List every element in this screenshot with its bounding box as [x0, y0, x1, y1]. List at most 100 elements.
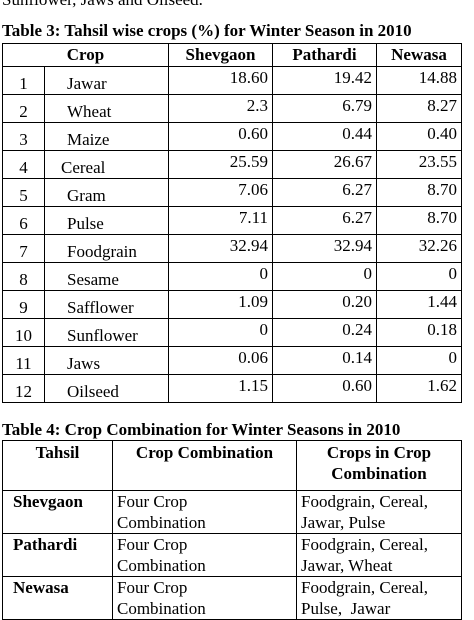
cell: 26.67 [272, 150, 378, 179]
cell: Wheat [43, 94, 170, 123]
cell: 0 [376, 346, 463, 375]
cell: 14.88 [376, 66, 463, 95]
cell: 7.11 [168, 206, 274, 235]
cell-text: Pathardi [13, 535, 78, 554]
cell: 0.06 [168, 346, 274, 375]
crop-table: Crop Shevgaon Pathardi Newasa 1 Jawar 18.60 19… [1, 43, 463, 403]
header-cell: Pathardi [272, 43, 378, 67]
header-cell: Crop Combination [112, 440, 297, 491]
table-title: Table 4: Crop Combination for Winter Sea… [2, 420, 401, 439]
cell: 7.06 [168, 178, 274, 207]
cell: 2 [2, 94, 45, 123]
cell-text: Newasa [13, 578, 69, 597]
cell: Sunflower [43, 318, 170, 347]
row: 10 Sunflower 0 0.24 0.18 [2, 318, 463, 347]
cell: 9 [2, 290, 45, 319]
row: 3 Maize 0.60 0.44 0.40 [2, 122, 463, 151]
row: Shevgaon Four Crop Combination Foodgrain, … [2, 490, 462, 534]
cell: 0 [168, 262, 274, 291]
cell: 0 [272, 262, 378, 291]
row: 12 Oilseed 1.15 0.60 1.62 [2, 374, 463, 403]
cell-text: Four Crop Combination [117, 492, 206, 532]
cell: 23.55 [376, 150, 463, 179]
row: Newasa Four Crop Combination Foodgrain, Ce… [2, 576, 462, 620]
cell: 3 [2, 122, 45, 151]
header-cell: Shevgaon [168, 43, 274, 67]
cell: 8 [2, 262, 45, 291]
header-row: Tahsil Crop Combination Crops in Crop Comb… [2, 440, 462, 491]
cell: 4 [2, 150, 45, 179]
row: 8 Sesame 0 0 0 [2, 262, 463, 291]
cell: 1 [2, 66, 45, 95]
cell: 0.20 [272, 290, 378, 319]
cell-text: Four Crop Combination [117, 535, 206, 575]
cell: Jawar [43, 66, 170, 95]
row: 2 Wheat 2.3 6.79 8.27 [2, 94, 463, 123]
row: 11 Jaws 0.06 0.14 0 [2, 346, 463, 375]
cell: 0.44 [272, 122, 378, 151]
cell: 0.40 [376, 122, 463, 151]
cell: 1.09 [168, 290, 274, 319]
cell-text: Foodgrain, Cereal, Jawar, Pulse [301, 492, 433, 532]
cell: 25.59 [168, 150, 274, 179]
cell: 6.27 [272, 206, 378, 235]
cell: 32.94 [168, 234, 274, 263]
cell: 2.3 [168, 94, 274, 123]
cell-text: Foodgrain, Cereal, Pulse, Jawar [301, 578, 433, 618]
header-cell: Newasa [376, 43, 463, 67]
cell: 0.60 [272, 374, 378, 403]
cell: 32.26 [376, 234, 463, 263]
cell: 0.18 [376, 318, 463, 347]
cell: 18.60 [168, 66, 274, 95]
row: 5 Gram 7.06 6.27 8.70 [2, 178, 463, 207]
cell: 1.44 [376, 290, 463, 319]
combination-table: Tahsil Crop Combination Crops in Crop Comb… [2, 440, 462, 620]
cell: Foodgrain [43, 234, 170, 263]
header-cell: Crop [1, 43, 170, 67]
header-text: Tahsil [35, 443, 80, 462]
cell: Four Crop Combination [112, 533, 297, 577]
cell: 6.27 [272, 178, 378, 207]
cell: Cereal [43, 150, 170, 179]
cell-text: Four Crop Combination [117, 578, 206, 618]
cell: Safflower [43, 290, 170, 319]
cell: 19.42 [272, 66, 378, 95]
cell: Jaws [43, 346, 170, 375]
header-cell: Crops in Crop Combination [296, 440, 462, 491]
cell: Pulse [43, 206, 170, 235]
cell: Foodgrain, Cereal, Jawar, Pulse [296, 490, 462, 534]
cell: 6.79 [272, 94, 378, 123]
cell: Sesame [43, 262, 170, 291]
cell: 0 [168, 318, 274, 347]
cell: 8.70 [376, 178, 463, 207]
cell: 8.70 [376, 206, 463, 235]
header-text: Crop Combination [135, 443, 274, 462]
row: 7 Foodgrain 32.94 32.94 32.26 [2, 234, 463, 263]
cell: Gram [43, 178, 170, 207]
row: 6 Pulse 7.11 6.27 8.70 [2, 206, 463, 235]
cell: Foodgrain, Cereal, Pulse, Jawar [296, 576, 462, 620]
cell: 10 [2, 318, 45, 347]
cell: 8.27 [376, 94, 463, 123]
cell-text: Shevgaon [13, 492, 83, 511]
cell: 0.24 [272, 318, 378, 347]
cell: Pathardi [2, 533, 113, 577]
table-title: Table 3: Tahsil wise crops (%) for Winte… [2, 21, 412, 40]
cell-text: Foodgrain, Cereal, Jawar, Wheat [301, 535, 433, 575]
cell: 1.62 [376, 374, 463, 403]
cell: 6 [2, 206, 45, 235]
cell: Foodgrain, Cereal, Jawar, Wheat [296, 533, 462, 577]
cell: 0 [376, 262, 463, 291]
cell: 1.15 [168, 374, 274, 403]
cell: 12 [2, 374, 45, 403]
cell: Maize [43, 122, 170, 151]
cell: Four Crop Combination [112, 490, 297, 534]
cell: 0.14 [272, 346, 378, 375]
cell: 7 [2, 234, 45, 263]
header-row: Crop Shevgaon Pathardi Newasa [1, 43, 463, 67]
cell: 32.94 [272, 234, 378, 263]
header-cell: Tahsil [2, 440, 113, 491]
row: 9 Safflower 1.09 0.20 1.44 [2, 290, 463, 319]
cell: Four Crop Combination [112, 576, 297, 620]
